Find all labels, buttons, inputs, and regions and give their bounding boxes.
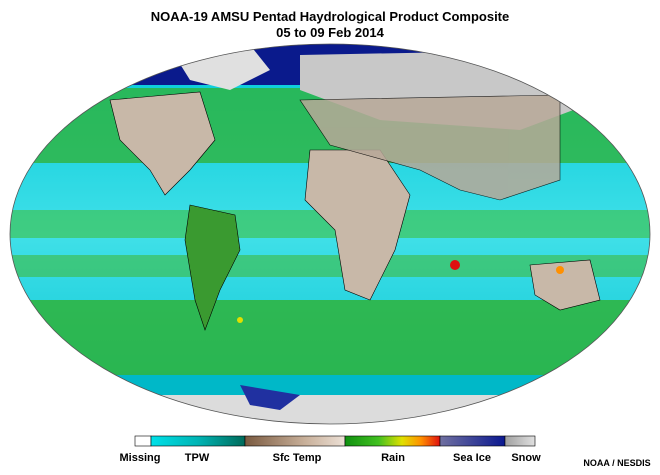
legend-labels: Missing TPW Sfc Temp Rain Sea Ice Snow [120,452,542,464]
legend-label: Rain [381,452,405,464]
map-border [9,43,651,425]
map [10,44,650,424]
subtitle: 05 to 09 Feb 2014 [276,25,384,40]
legend-label: TPW [185,452,210,464]
colorbar [134,435,536,447]
legend-label: Sea Ice [453,452,491,464]
credit: NOAA / NESDIS [583,458,650,468]
title: NOAA-19 AMSU Pentad Haydrological Produc… [151,9,510,24]
legend-label: Sfc Temp [273,452,322,464]
legend-label: Snow [511,452,541,464]
legend-label: Missing [120,452,161,464]
